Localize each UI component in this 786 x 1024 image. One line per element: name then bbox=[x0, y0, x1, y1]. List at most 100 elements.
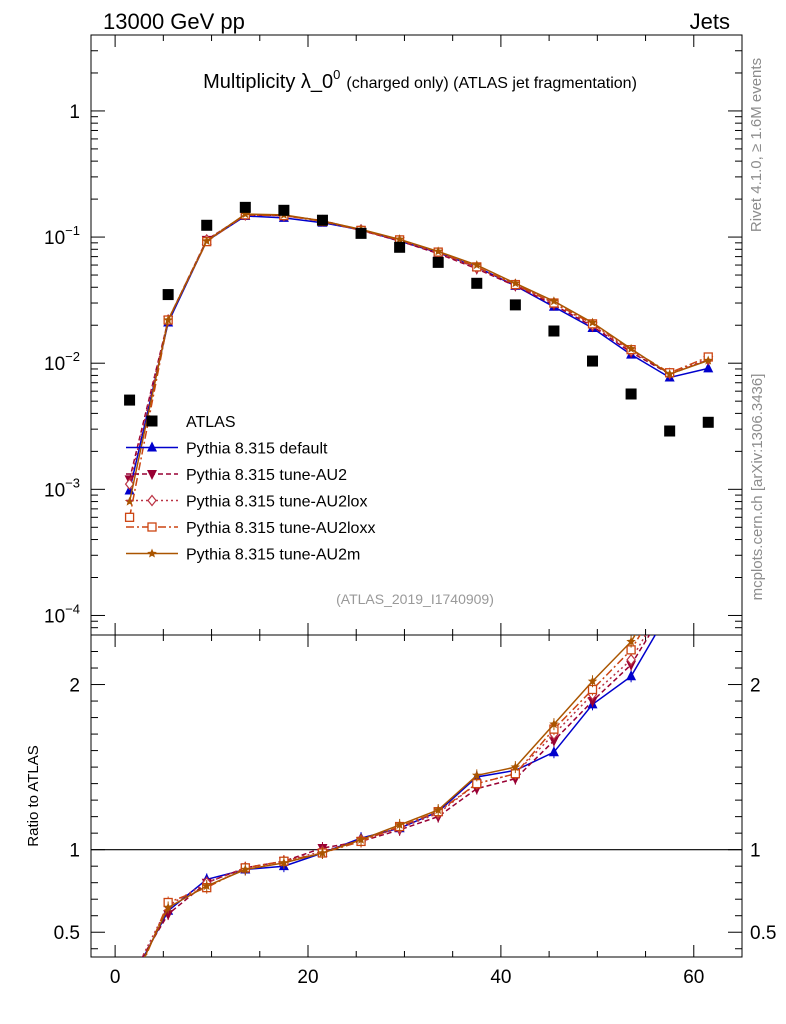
x-tick-label: 60 bbox=[683, 967, 704, 988]
main-plot bbox=[124, 201, 714, 522]
ratio-ylabel: Ratio to ATLAS bbox=[25, 745, 42, 846]
series-point bbox=[163, 315, 173, 325]
x-tick-label: 0 bbox=[110, 967, 121, 988]
ratio-y-tick-label: 2 bbox=[69, 676, 80, 697]
y-tick-label: 10−2 bbox=[44, 349, 80, 375]
ratio-series-line bbox=[141, 635, 647, 957]
series-point bbox=[510, 278, 521, 288]
rivet-label: Rivet 4.1.0, ≥ 1.6M events bbox=[748, 58, 765, 232]
mcplots-label: mcplots.cern.ch [arXiv:1306.3436] bbox=[749, 374, 766, 601]
ratio-series-point bbox=[666, 589, 674, 599]
data-point bbox=[124, 394, 136, 406]
ratio-y-tick-label: 0.5 bbox=[54, 923, 80, 944]
ratio-series-point bbox=[549, 719, 559, 729]
data-point bbox=[355, 227, 367, 239]
ratio-series-point bbox=[703, 565, 713, 575]
ratio-series-point bbox=[279, 857, 289, 867]
ratio-series-line bbox=[141, 635, 651, 957]
ratio-series-point bbox=[548, 746, 559, 757]
data-point bbox=[201, 219, 213, 231]
ratio-series-point bbox=[472, 770, 482, 780]
ratio-series-point bbox=[125, 974, 135, 984]
series-point bbox=[433, 246, 443, 256]
ratio-y-tick-label-right: 0.5 bbox=[750, 923, 776, 944]
title-main: Multiplicity λ_0 bbox=[203, 71, 333, 93]
header-left: 13000 GeV pp bbox=[103, 9, 245, 34]
ratio-series-point bbox=[125, 983, 135, 992]
legend-label: Pythia 8.315 tune-AU2 bbox=[186, 467, 347, 484]
data-point bbox=[432, 256, 444, 268]
ratio-series-point bbox=[126, 977, 134, 987]
ratio-series-point bbox=[665, 604, 675, 614]
title-sup: 0 bbox=[333, 67, 340, 82]
ratio-series-point bbox=[510, 762, 521, 772]
ratio-series-point bbox=[587, 697, 598, 708]
legend-marker bbox=[147, 470, 157, 480]
x-tick-label: 40 bbox=[490, 967, 511, 988]
plot-title: Multiplicity λ_00 (charged only) (ATLAS j… bbox=[203, 67, 637, 93]
series-point bbox=[664, 369, 675, 379]
series-point bbox=[202, 236, 212, 246]
data-point bbox=[702, 416, 714, 428]
series-point bbox=[124, 512, 135, 522]
ratio-plot-frame bbox=[90, 634, 743, 958]
ratio-plot bbox=[125, 531, 714, 999]
data-point bbox=[509, 299, 521, 311]
data-point bbox=[587, 355, 599, 367]
ratio-series-point bbox=[587, 676, 598, 686]
series-point bbox=[626, 343, 636, 353]
data-point bbox=[239, 201, 251, 213]
x-tick-label: 20 bbox=[297, 967, 318, 988]
ratio-y-tick-label-right: 2 bbox=[750, 676, 761, 697]
series-point bbox=[703, 362, 714, 373]
ratio-series-point bbox=[703, 579, 713, 589]
ratio-series-point bbox=[704, 556, 712, 566]
ratio-series-point bbox=[665, 572, 675, 581]
axis-ticks: 0 20 40 60 1 10−1 10−2 10−3 10−4 0.5 0.5 1 1 2 2 bbox=[44, 34, 776, 988]
header-right: Jets bbox=[690, 9, 730, 34]
ratio-series-point bbox=[317, 848, 328, 857]
ratio-series-line bbox=[142, 635, 657, 957]
series-point bbox=[587, 317, 598, 327]
legend-label: Pythia 8.315 tune-AU2m bbox=[186, 547, 360, 564]
legend-label: Pythia 8.315 default bbox=[186, 441, 328, 458]
data-point bbox=[471, 277, 483, 289]
y-tick-label: 10−1 bbox=[44, 223, 80, 249]
legend-label: ATLAS bbox=[186, 414, 236, 431]
ratio-series-point bbox=[356, 834, 366, 844]
analysis-tag: (ATLAS_2019_I1740909) bbox=[336, 591, 494, 607]
data-point bbox=[664, 425, 676, 437]
ratio-series-point bbox=[666, 581, 674, 589]
legend-marker bbox=[147, 494, 157, 507]
main-plot-frame bbox=[90, 34, 743, 636]
legend-marker bbox=[147, 522, 157, 532]
data-point bbox=[278, 204, 290, 216]
data-point bbox=[162, 289, 174, 301]
data-point bbox=[625, 388, 637, 400]
title-small: (charged only) (ATLAS jet fragmentation) bbox=[346, 75, 637, 92]
y-tick-label: 10−3 bbox=[44, 475, 80, 501]
ratio-series-point bbox=[433, 805, 443, 815]
series-line bbox=[128, 213, 709, 502]
ratio-series-point bbox=[394, 819, 405, 829]
ratio-series-point bbox=[163, 902, 173, 912]
ratio-series-point bbox=[626, 636, 636, 646]
legend: ATLAS Pythia 8.315 default Pythia 8.315 tu… bbox=[126, 414, 375, 564]
ratio-series-point bbox=[126, 991, 134, 999]
ratio-series-point bbox=[626, 653, 636, 666]
data-point bbox=[548, 325, 560, 337]
ratio-series-point bbox=[704, 548, 712, 556]
legend-marker bbox=[147, 441, 157, 452]
data-point bbox=[394, 241, 406, 253]
series-point bbox=[124, 496, 135, 506]
ratio-series-point bbox=[665, 598, 675, 608]
ratio-series-line bbox=[143, 635, 636, 957]
ratio-series-point bbox=[240, 864, 251, 874]
ratio-series-point bbox=[704, 531, 714, 540]
legend-label: Pythia 8.315 tune-AU2lox bbox=[186, 494, 367, 511]
ratio-y-tick-label-right: 1 bbox=[750, 841, 761, 862]
legend-marker bbox=[146, 415, 158, 427]
ratio-series-line bbox=[144, 635, 641, 957]
series-point bbox=[703, 355, 713, 365]
